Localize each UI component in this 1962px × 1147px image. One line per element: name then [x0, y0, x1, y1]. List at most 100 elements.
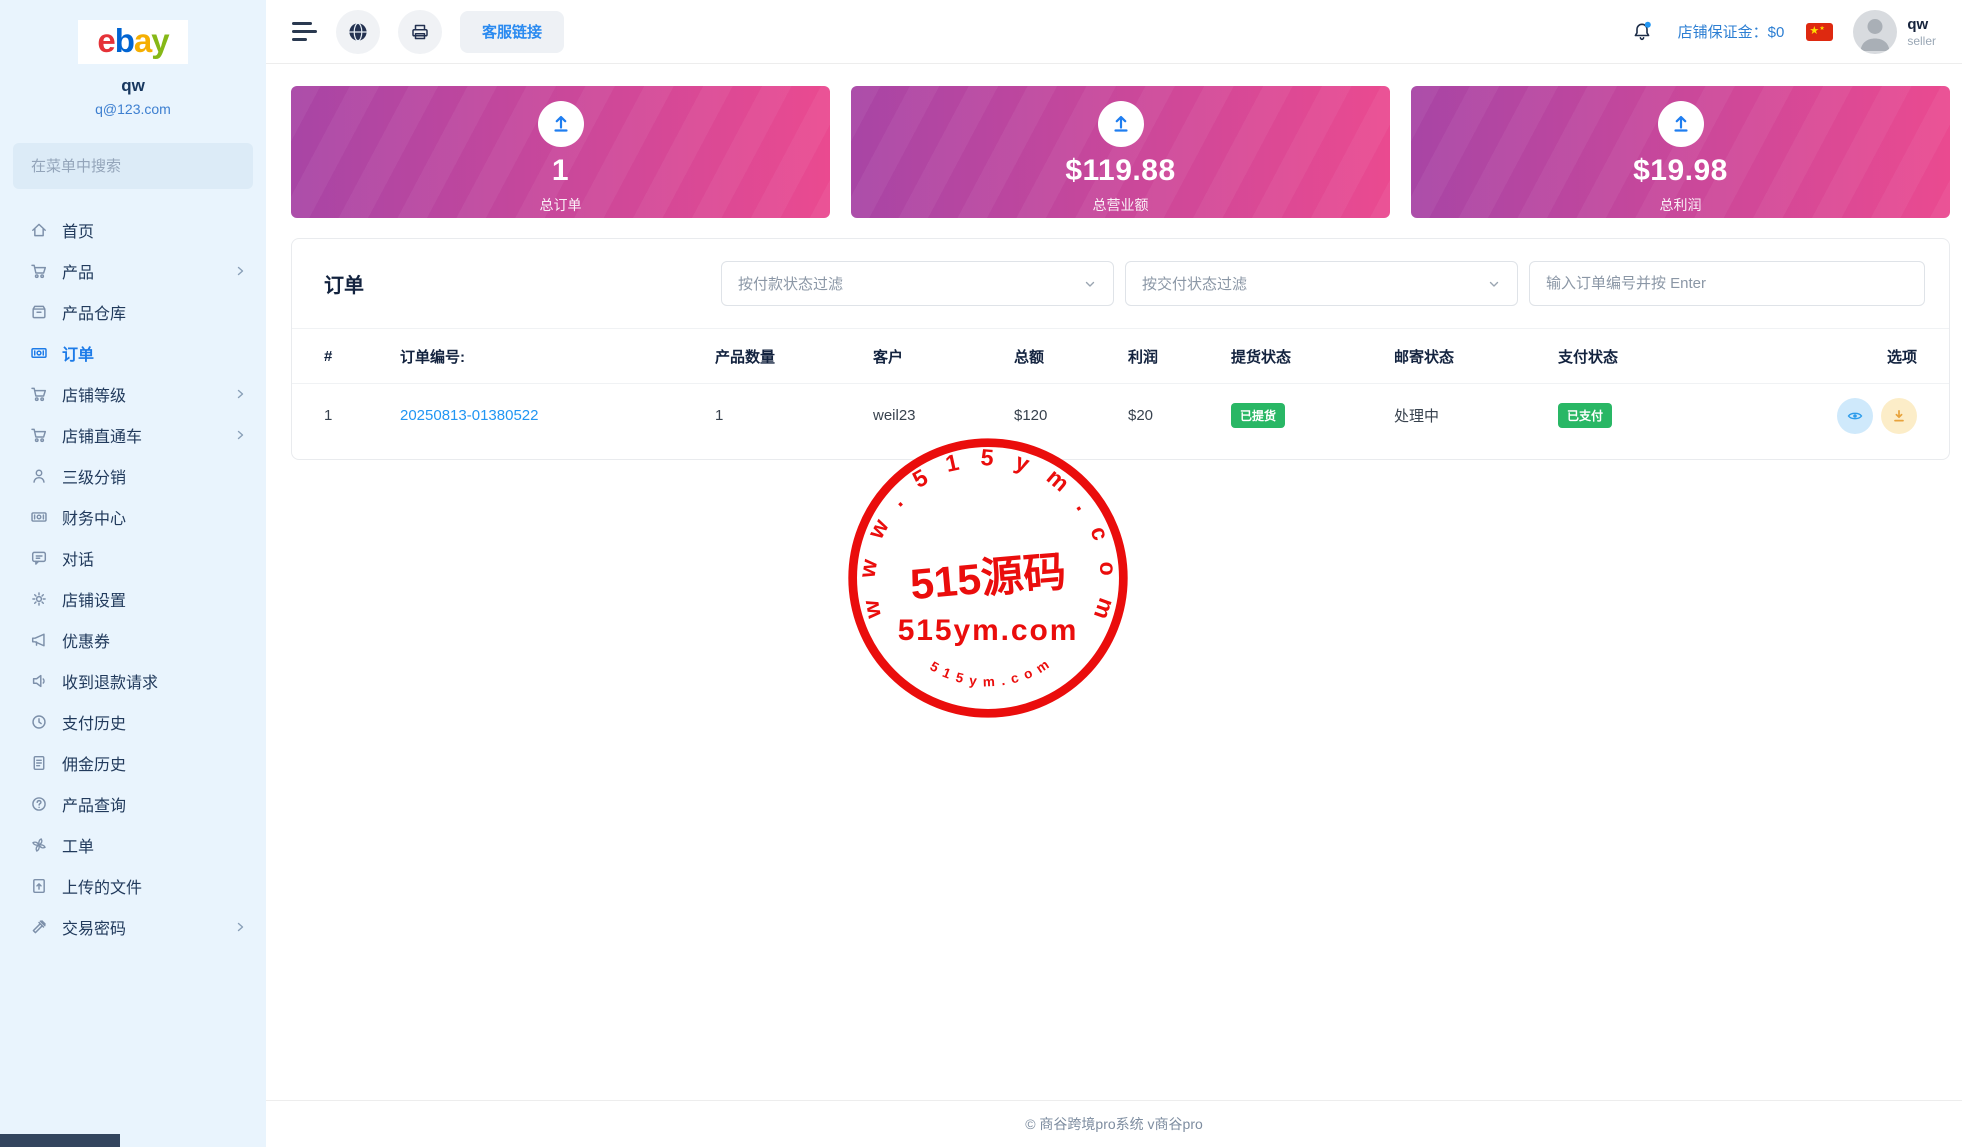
menu-toggle-icon[interactable]	[292, 22, 318, 41]
watermark-stamp: www.515ym.com 515源码 515ym.com 515ym.com	[843, 433, 1133, 723]
gavel-icon	[30, 918, 48, 936]
cart-icon	[30, 385, 48, 403]
svg-text:www.515ym.com: www.515ym.com	[853, 444, 1121, 642]
sidebar-item-orders[interactable]: 订单	[0, 332, 266, 373]
column-header-payment-status: 支付状态	[1558, 348, 1619, 366]
main-content: 1 总订单 $119.88 总营业额 $19.98 总利润	[266, 64, 1962, 460]
printer-icon	[409, 21, 431, 43]
sidebar-item-label: 上传的文件	[62, 879, 143, 897]
upload-icon	[537, 101, 584, 147]
sidebar-item-payment-history[interactable]: 支付历史	[0, 701, 266, 742]
stat-card-total-profit[interactable]: $19.98 总利润	[1411, 86, 1950, 218]
chat-icon	[30, 549, 48, 567]
horizontal-scrollbar-thumb[interactable]	[0, 1134, 120, 1147]
sidebar-item-label: 首页	[62, 223, 95, 241]
warehouse-icon	[30, 303, 48, 321]
upload-icon	[1097, 101, 1144, 147]
sidebar-item-products[interactable]: 产品	[0, 250, 266, 291]
pickup-status-badge: 已提货	[1231, 403, 1286, 428]
chevron-down-icon	[1083, 277, 1097, 291]
sidebar-item-uploaded-files[interactable]: 上传的文件	[0, 865, 266, 906]
sidebar-item-label: 订单	[62, 346, 95, 364]
sidebar-item-product-inquiry[interactable]: 产品查询	[0, 783, 266, 824]
watermark-arc-top-text: www.515ym.com	[853, 444, 1101, 642]
avatar[interactable]	[1853, 9, 1898, 54]
support-link-button[interactable]: 客服链接	[460, 10, 565, 53]
pinwheel-icon	[30, 836, 48, 854]
sidebar-item-label: 店铺等级	[62, 387, 127, 405]
topbar-user[interactable]: qw seller	[1907, 16, 1936, 48]
shop-deposit-link[interactable]: 店铺保证金：$0	[1677, 24, 1785, 41]
order-total: $120	[1014, 407, 1048, 424]
sidebar-item-label: 佣金历史	[62, 756, 127, 774]
sidebar-item-label: 对话	[62, 551, 95, 569]
column-header-qty: 产品数量	[715, 348, 776, 366]
sidebar-item-transaction-password[interactable]: 交易密码	[0, 906, 266, 947]
sidebar-item-distribution[interactable]: 三级分销	[0, 455, 266, 496]
chevron-right-icon	[234, 265, 246, 277]
sidebar-item-refund-requests[interactable]: 收到退款请求	[0, 660, 266, 701]
home-icon	[30, 221, 48, 239]
notifications-button[interactable]	[1630, 20, 1654, 44]
footer-copyright: © 商谷跨境pro系统 v商谷pro	[1025, 1116, 1203, 1132]
upload-icon	[1657, 101, 1704, 147]
logo-letter: y	[151, 22, 169, 59]
payment-status-filter-placeholder: 按付款状态过滤	[738, 276, 844, 293]
sidebar-item-label: 收到退款请求	[62, 674, 159, 692]
eye-icon	[1847, 408, 1863, 424]
shipping-status-text: 处理中	[1394, 408, 1440, 425]
payment-status-filter-select[interactable]: 按付款状态过滤	[721, 261, 1114, 306]
sidebar-item-commission-history[interactable]: 佣金历史	[0, 742, 266, 783]
sidebar-item-finance-center[interactable]: 财务中心	[0, 496, 266, 537]
watermark-arc-bottom-text: 515ym.com	[928, 653, 1051, 689]
column-header-customer: 客户	[873, 348, 904, 366]
svg-text:515ym.com: 515ym.com	[928, 653, 1058, 689]
bell-icon	[1630, 20, 1654, 44]
stat-card-total-revenue[interactable]: $119.88 总营业额	[851, 86, 1390, 218]
sidebar-item-shop-express[interactable]: 店铺直通车	[0, 414, 266, 455]
delivery-status-filter-select[interactable]: 按交付状态过滤	[1125, 261, 1518, 306]
sidebar-item-shop-level[interactable]: 店铺等级	[0, 373, 266, 414]
sidebar-item-label: 交易密码	[62, 920, 127, 938]
watermark-domain-text: 515ym.com	[898, 614, 1079, 647]
cart-icon	[30, 262, 48, 280]
refund-icon	[30, 672, 48, 690]
topbar: 客服链接 店铺保证金：$0 ★ ★ qw seller	[266, 0, 1962, 64]
sidebar-item-label: 产品仓库	[62, 305, 127, 323]
sidebar-item-chat[interactable]: 对话	[0, 537, 266, 578]
sidebar-item-label: 优惠券	[62, 633, 111, 651]
download-order-button[interactable]	[1881, 397, 1917, 434]
print-button[interactable]	[398, 9, 442, 54]
topbar-user-name: qw	[1907, 15, 1929, 33]
order-number-link[interactable]: 20250813-01380522	[400, 407, 539, 424]
logo-letter: e	[97, 22, 115, 59]
delivery-status-filter-placeholder: 按交付状态过滤	[1142, 276, 1248, 293]
sidebar-user-email: q@123.com	[95, 101, 171, 117]
document-icon	[30, 754, 48, 772]
column-header-profit: 利润	[1128, 348, 1159, 366]
china-flag-icon[interactable]: ★ ★	[1806, 22, 1834, 41]
sidebar-item-label: 产品	[62, 264, 95, 282]
order-number-search-input[interactable]	[1529, 261, 1925, 306]
chevron-right-icon	[234, 921, 246, 933]
view-order-button[interactable]	[1837, 397, 1873, 434]
stat-cards: 1 总订单 $119.88 总营业额 $19.98 总利润	[291, 86, 1950, 218]
watermark-center-text: 515源码	[908, 548, 1068, 609]
sidebar-item-home[interactable]: 首页	[0, 209, 266, 250]
globe-icon	[347, 21, 369, 43]
sidebar-item-product-warehouse[interactable]: 产品仓库	[0, 291, 266, 332]
topbar-user-role: seller	[1907, 33, 1936, 48]
stat-card-total-orders[interactable]: 1 总订单	[291, 86, 830, 218]
cart-icon	[30, 426, 48, 444]
sidebar-item-label: 店铺设置	[62, 592, 127, 610]
sidebar-item-coupons[interactable]: 优惠券	[0, 619, 266, 660]
language-button[interactable]	[336, 9, 380, 54]
question-icon	[30, 795, 48, 813]
stat-value: 1	[551, 154, 570, 187]
menu-search-input[interactable]	[29, 156, 237, 176]
sidebar-item-work-order[interactable]: 工单	[0, 824, 266, 865]
sidebar-item-label: 工单	[62, 838, 95, 856]
ebay-logo[interactable]: ebay	[78, 20, 188, 64]
order-table-row: 1 20250813-01380522 1 weil23 $120 $20 已提…	[292, 383, 1949, 447]
sidebar-item-shop-settings[interactable]: 店铺设置	[0, 578, 266, 619]
